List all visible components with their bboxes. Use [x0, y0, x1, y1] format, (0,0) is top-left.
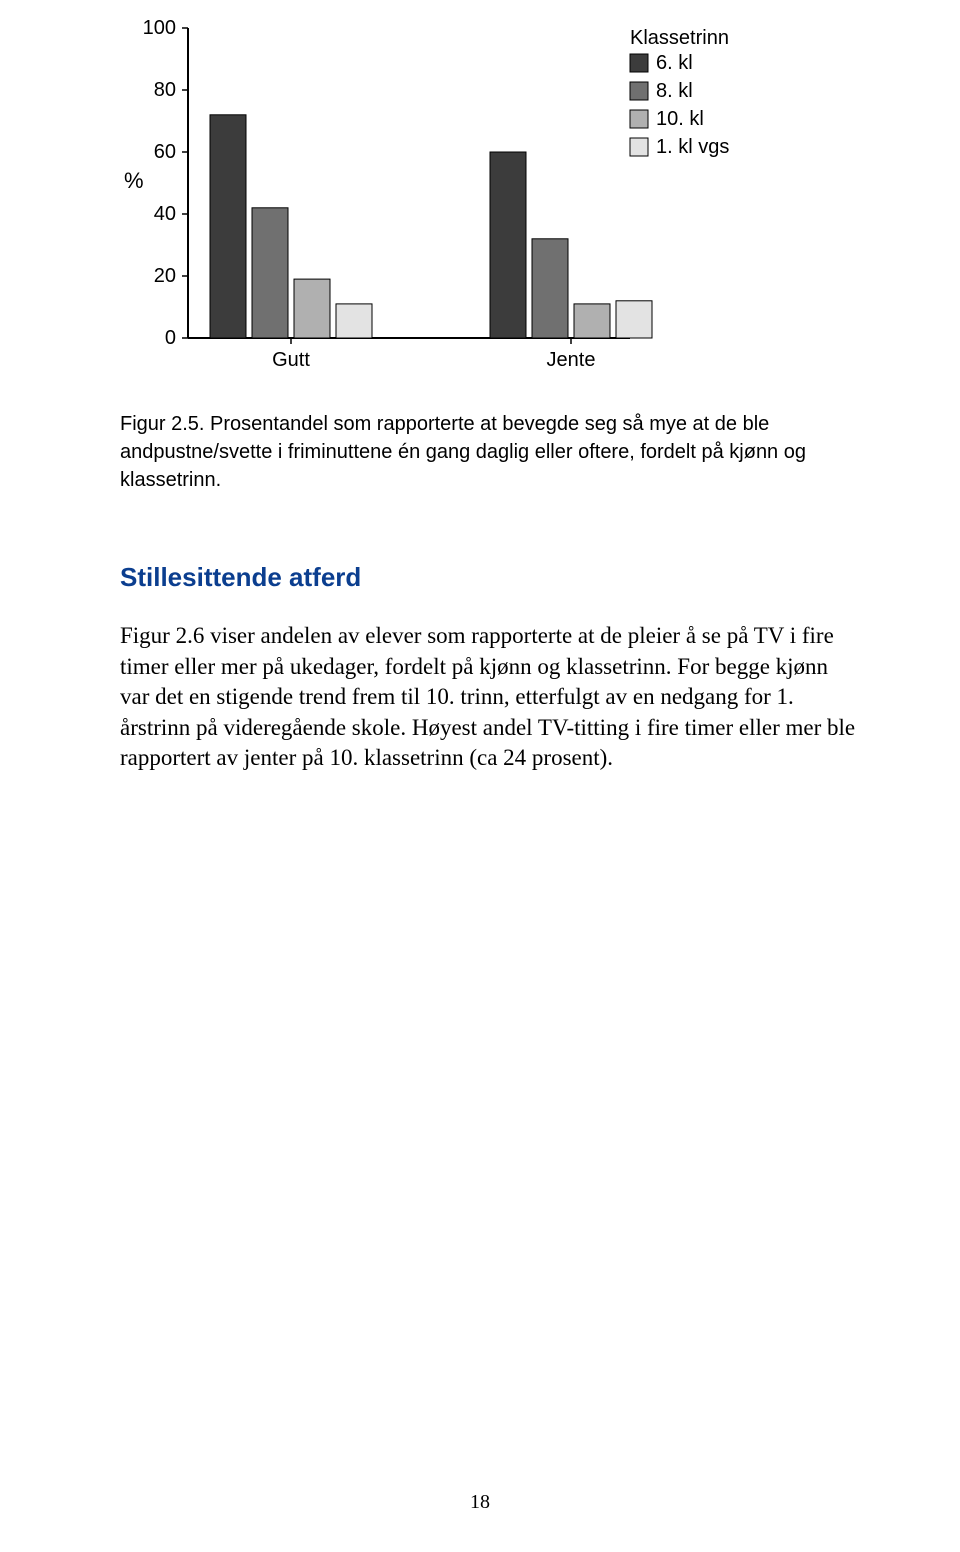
svg-text:6. kl: 6. kl: [656, 52, 693, 74]
figure-caption: Figur 2.5. Prosentandel som rapporterte …: [120, 410, 860, 494]
bar-chart: 0 20 40 60 80 100% Gutt Jente Klassetrinn 6. kl 8.…: [110, 20, 810, 390]
svg-text:%: %: [124, 168, 144, 193]
svg-text:80: 80: [154, 79, 176, 101]
body-paragraph: Figur 2.6 viser andelen av elever som ra…: [120, 621, 860, 774]
svg-text:10. kl: 10. kl: [656, 108, 704, 130]
svg-text:0: 0: [165, 327, 176, 349]
svg-text:60: 60: [154, 141, 176, 163]
section-heading: Stillesittende atferd: [120, 562, 870, 593]
svg-text:Klassetrinn: Klassetrinn: [630, 27, 729, 49]
svg-text:20: 20: [154, 265, 176, 287]
svg-text:8. kl: 8. kl: [656, 80, 693, 102]
svg-text:Jente: Jente: [547, 349, 596, 371]
svg-text:100: 100: [143, 20, 176, 39]
svg-text:Gutt: Gutt: [272, 349, 310, 371]
svg-text:40: 40: [154, 203, 176, 225]
svg-text:1. kl vgs: 1. kl vgs: [656, 136, 729, 158]
page-number: 18: [0, 1491, 960, 1514]
